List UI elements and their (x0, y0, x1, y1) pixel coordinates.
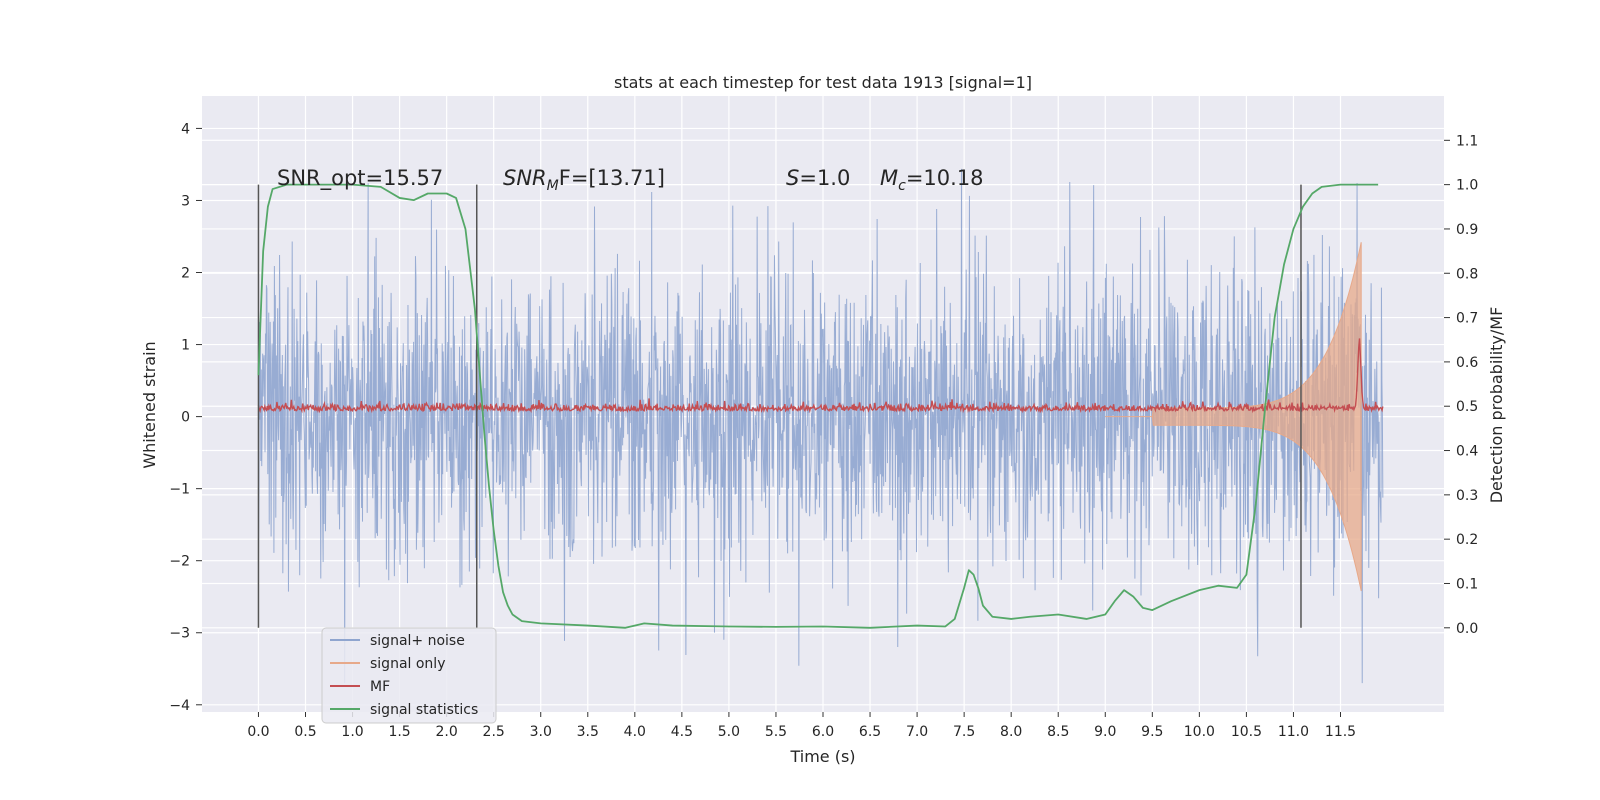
x-tick-label: 10.5 (1231, 724, 1262, 740)
y-right-tick-label: 0.5 (1456, 399, 1478, 415)
y-tick-label: −3 (169, 626, 190, 642)
signal-only-series (1105, 242, 1362, 592)
x-tick-label: 2.0 (436, 724, 458, 740)
x-tick-label: 9.5 (1141, 724, 1163, 740)
y-tick-label: 0 (181, 410, 190, 426)
x-tick-label: 11.0 (1278, 724, 1309, 740)
x-tick-label: 9.0 (1094, 724, 1116, 740)
y-right-tick-label: 0.0 (1456, 621, 1478, 637)
x-axis: 0.0 0.5 1.0 1.5 2.0 2.5 3.0 3.5 4.0 4.5 5.0 5.5 6.0 6… (247, 712, 1356, 740)
signal-noise-line (257, 168, 1384, 684)
x-tick-label: 3.5 (577, 724, 599, 740)
y-tick-label: −1 (169, 482, 190, 498)
annotation-snr-mf-symbol: SNR (503, 166, 547, 190)
x-tick-label: 0.0 (247, 724, 269, 740)
annotation-snr-mf-subscript: M (547, 178, 559, 194)
y-right-tick-label: 0.7 (1456, 311, 1478, 327)
x-tick-label: 11.5 (1325, 724, 1356, 740)
legend-box (321, 627, 497, 724)
x-tick-label: 8.0 (1000, 724, 1022, 740)
legend-label-mf: MF (370, 679, 390, 695)
vertical-markers (257, 184, 1302, 628)
x-tick-label: 5.0 (718, 724, 740, 740)
y-tick-label: −4 (169, 698, 190, 714)
x-tick-label: 5.5 (765, 724, 787, 740)
chart-title: stats at each timestep for test data 191… (614, 73, 1032, 92)
mf-line (257, 338, 1384, 414)
legend-label-signal-noise: signal+ noise (370, 633, 465, 649)
y-right-tick-label: 0.4 (1456, 444, 1478, 460)
annotation-snr-mf-value: F=[13.71] (559, 166, 665, 190)
left-axis: 4 3 2 1 0 −1 −2 −3 −4 (169, 121, 202, 714)
y-tick-label: −2 (169, 554, 190, 570)
x-tick-label: 7.5 (953, 724, 975, 740)
legend: signal+ noise signal only MF signal stat… (321, 627, 497, 724)
x-axis-label: Time (s) (789, 747, 855, 766)
annotation-snr-opt: SNR_opt=15.57 (277, 166, 443, 191)
x-tick-label: 1.5 (388, 724, 410, 740)
y-right-tick-label: 0.1 (1456, 576, 1478, 592)
annotation-mc-subscript: c (898, 178, 906, 194)
signal-only-fill (1105, 242, 1362, 592)
x-tick-label: 4.0 (624, 724, 646, 740)
x-tick-label: 4.5 (671, 724, 693, 740)
legend-label-signal-statistics: signal statistics (370, 702, 478, 718)
legend-label-signal-only: signal only (370, 656, 445, 672)
signal-statistics-series (257, 183, 1379, 629)
x-tick-label: 6.0 (812, 724, 834, 740)
y-tick-label: 4 (181, 121, 190, 137)
annotation-s-value: =1.0 (799, 166, 850, 190)
y-tick-label: 2 (181, 266, 190, 282)
y-right-tick-label: 0.9 (1456, 222, 1478, 238)
y-right-tick-label: 0.8 (1456, 266, 1478, 282)
mf-series (257, 338, 1384, 414)
x-tick-label: 3.0 (530, 724, 552, 740)
annotation-snr-mf: SNRMF=[13.71] (503, 166, 665, 194)
y-tick-label: 3 (181, 193, 190, 209)
y-right-tick-label: 1.1 (1456, 133, 1478, 149)
y-tick-label: 1 (181, 338, 190, 354)
y-axis-label-right: Detection probability/MF (1487, 307, 1506, 504)
x-tick-label: 2.5 (483, 724, 505, 740)
y-right-tick-label: 1.0 (1456, 178, 1478, 194)
annotation-s: S=1.0 (786, 166, 850, 190)
x-tick-label: 6.5 (859, 724, 881, 740)
x-tick-label: 1.0 (341, 724, 363, 740)
annotation-mc-value: =10.18 (906, 166, 984, 190)
y-right-tick-label: 0.6 (1456, 355, 1478, 371)
x-tick-label: 0.5 (294, 724, 316, 740)
y-axis-label: Whitened strain (140, 341, 159, 468)
y-right-tick-label: 0.3 (1456, 488, 1478, 504)
y-right-tick-label: 0.2 (1456, 532, 1478, 548)
x-tick-label: 7.0 (906, 724, 928, 740)
x-tick-label: 8.5 (1047, 724, 1069, 740)
annotation-s-symbol: S (786, 166, 799, 190)
signal-statistics-line (257, 183, 1379, 629)
right-axis: 1.1 1.0 0.9 0.8 0.7 0.6 0.5 0.4 0.3 0.2 0.1 0.0 (1444, 133, 1478, 637)
x-tick-label: 10.0 (1184, 724, 1215, 740)
annotation-mc-symbol: M (880, 166, 898, 190)
annotation-mc: Mc=10.18 (880, 166, 984, 194)
signal-noise-series (257, 168, 1384, 684)
